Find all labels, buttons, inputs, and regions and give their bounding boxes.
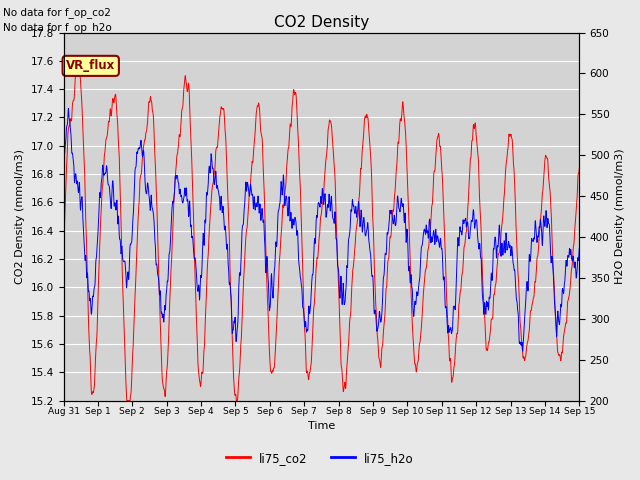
li75_h2o xyxy=(575,246,583,252)
Text: No data for f_op_co2: No data for f_op_co2 xyxy=(3,7,111,18)
li75_h2o xyxy=(561,280,568,286)
li75_co2 xyxy=(561,326,569,332)
li75_co2 xyxy=(575,166,583,171)
li75_co2 xyxy=(298,213,305,218)
li75_co2 xyxy=(74,61,82,67)
Text: No data for f_op_h2o: No data for f_op_h2o xyxy=(3,22,112,33)
li75_h2o xyxy=(297,277,305,283)
li75_co2 xyxy=(467,159,474,165)
li75_h2o xyxy=(519,348,527,354)
li75_h2o xyxy=(561,278,569,284)
X-axis label: Time: Time xyxy=(308,421,335,432)
li75_h2o xyxy=(65,106,72,111)
li75_co2 xyxy=(311,293,319,299)
Y-axis label: CO2 Density (mmol/m3): CO2 Density (mmol/m3) xyxy=(15,149,25,284)
li75_co2 xyxy=(561,327,568,333)
li75_co2 xyxy=(123,398,131,404)
li75_h2o xyxy=(60,176,67,182)
Text: VR_flux: VR_flux xyxy=(66,60,115,72)
Line: li75_h2o: li75_h2o xyxy=(63,108,579,351)
Line: li75_co2: li75_co2 xyxy=(63,64,579,401)
li75_co2 xyxy=(86,354,94,360)
Y-axis label: H2O Density (mmol/m3): H2O Density (mmol/m3) xyxy=(615,149,625,284)
Title: CO2 Density: CO2 Density xyxy=(274,15,369,30)
li75_h2o xyxy=(466,233,474,239)
Legend: li75_co2, li75_h2o: li75_co2, li75_h2o xyxy=(221,447,419,469)
li75_co2 xyxy=(60,245,67,251)
li75_h2o xyxy=(86,296,94,301)
li75_h2o xyxy=(311,236,319,241)
